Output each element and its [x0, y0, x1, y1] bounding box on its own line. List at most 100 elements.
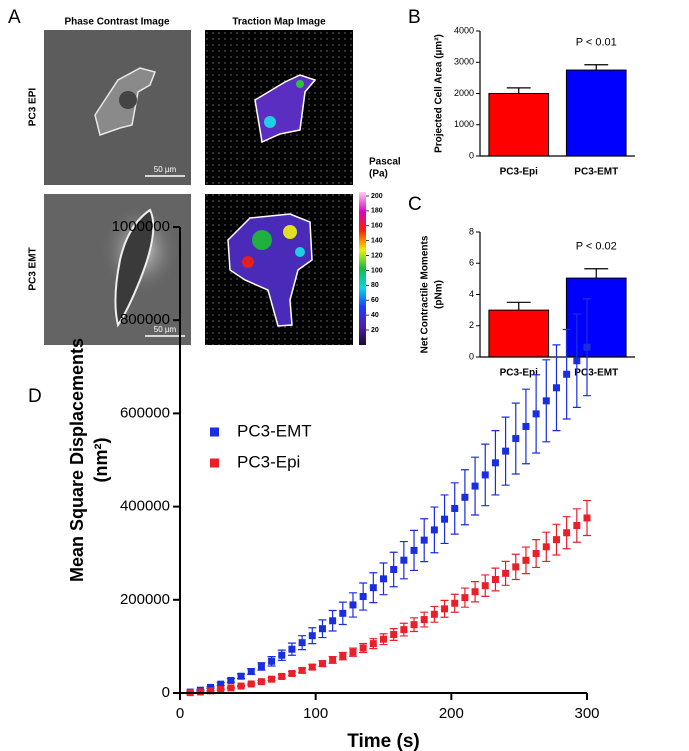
y-axis-label: (nm²): [91, 438, 111, 483]
marker: [491, 459, 499, 467]
error-bar: [584, 268, 609, 279]
x-tick-label: PC3-Epi: [500, 368, 539, 379]
x-tick-label: 100: [303, 705, 328, 722]
bar: [488, 93, 550, 157]
marker: [573, 522, 581, 530]
marker: [390, 566, 398, 574]
annotation: P < 0.01: [576, 37, 617, 49]
marker: [268, 675, 276, 683]
x-tick-label: 0: [176, 705, 184, 722]
panel-a: A Phase Contrast Image Traction Map Imag…: [8, 7, 401, 345]
legend-marker: [210, 427, 219, 437]
hotspot: [264, 116, 276, 128]
y-tick-label: 1000000: [112, 218, 170, 235]
marker: [542, 543, 550, 551]
hotspot: [296, 80, 304, 88]
marker: [502, 447, 510, 455]
marker: [420, 536, 428, 544]
y-tick-label: 3000: [454, 57, 474, 67]
marker: [400, 626, 408, 634]
marker: [512, 563, 520, 571]
marker: [471, 588, 479, 596]
marker: [491, 575, 499, 583]
marker: [369, 584, 377, 592]
colorbar-tick-label: 120: [371, 252, 383, 259]
marker: [288, 669, 296, 677]
marker: [542, 397, 550, 405]
bar: [488, 309, 550, 358]
y-tick-label: 0: [469, 150, 474, 160]
legend-marker: [210, 458, 219, 468]
marker: [318, 625, 326, 633]
marker: [532, 550, 540, 558]
scale-label: 50 µm: [154, 165, 177, 174]
marker: [217, 686, 225, 694]
y-tick-label: 800000: [120, 311, 170, 328]
marker: [481, 582, 489, 590]
marker: [410, 546, 418, 554]
marker: [329, 617, 337, 625]
marker: [207, 687, 215, 695]
nucleus: [119, 91, 137, 109]
marker: [339, 652, 347, 660]
error-bar: [506, 301, 531, 311]
x-tick-label: PC3-Epi: [500, 167, 539, 178]
legend-label: PC3-Epi: [237, 452, 300, 471]
marker: [461, 493, 469, 501]
marker: [278, 651, 286, 659]
colorbar-tick-label: 100: [371, 267, 383, 274]
marker: [573, 357, 581, 365]
colorbar-tick-label: 60: [371, 297, 379, 304]
marker: [308, 663, 316, 671]
y-tick-label: 0: [469, 351, 474, 361]
colorbar: [359, 192, 366, 345]
marker: [318, 660, 326, 668]
marker: [359, 644, 367, 652]
marker: [532, 410, 540, 418]
marker: [481, 471, 489, 479]
marker: [410, 621, 418, 629]
x-tick-label: PC3-EMT: [574, 167, 618, 178]
y-tick-label: 0: [162, 684, 170, 701]
y-tick-label: 200000: [120, 591, 170, 608]
marker: [563, 370, 571, 378]
marker: [380, 575, 387, 583]
y-axis-label: Mean Square Displacements: [67, 338, 87, 582]
colorbar-tick-label: 160: [371, 223, 383, 230]
panel-label: A: [8, 7, 21, 28]
y-axis-label: Projected Cell Area (µm²): [434, 34, 445, 153]
marker: [430, 610, 438, 618]
y-tick-label: 6: [469, 258, 474, 268]
marker: [196, 688, 204, 696]
marker: [441, 605, 449, 613]
bar: [565, 277, 627, 358]
marker: [471, 482, 479, 490]
y-axis-label: (pNm): [434, 280, 445, 309]
marker: [522, 556, 530, 564]
marker: [298, 666, 306, 674]
marker: [522, 422, 530, 430]
colorbar-tick-label: 80: [371, 282, 379, 289]
marker: [247, 668, 255, 676]
colorbar-tick-label: 140: [371, 238, 383, 245]
panel-label: B: [408, 7, 421, 28]
marker: [349, 601, 357, 609]
marker: [451, 599, 459, 607]
marker: [298, 639, 306, 647]
y-tick-label: 4: [469, 289, 474, 299]
marker: [430, 526, 438, 534]
annotation: P < 0.02: [576, 241, 617, 253]
marker: [329, 656, 337, 664]
legend-label: PC3-EMT: [237, 421, 312, 440]
marker: [583, 343, 591, 351]
error-bar: [584, 64, 609, 71]
marker: [237, 682, 245, 690]
y-tick-label: 600000: [120, 404, 170, 421]
marker: [552, 384, 560, 392]
hotspot: [283, 225, 297, 239]
cell-outline: [227, 213, 313, 327]
scale-label: 50 µm: [154, 325, 177, 334]
hotspot: [242, 256, 254, 268]
marker: [217, 680, 225, 688]
